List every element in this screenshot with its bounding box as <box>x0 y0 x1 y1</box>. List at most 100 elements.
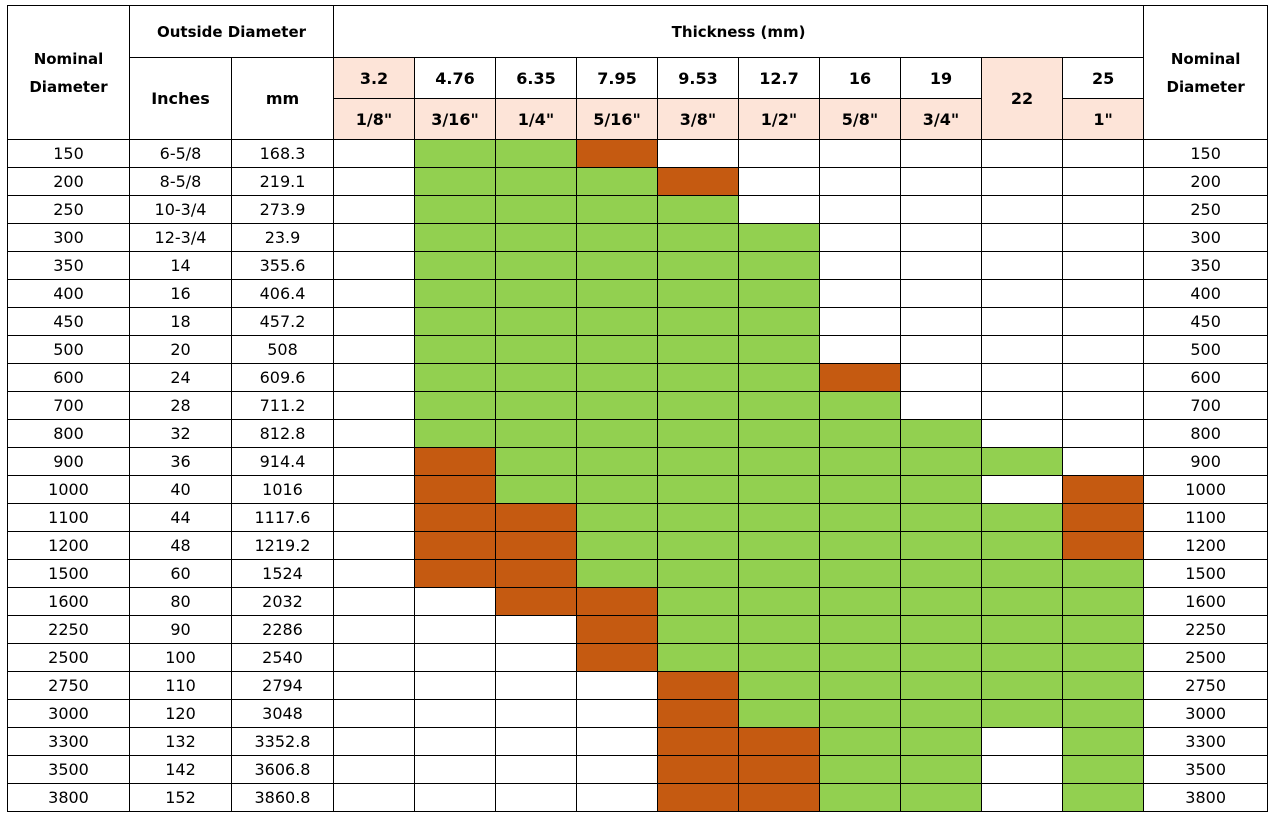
thickness-availability-cell <box>819 671 901 700</box>
thickness-availability-cell <box>414 755 496 784</box>
outside-diameter-mm-cell: 3048 <box>231 699 334 728</box>
thickness-availability-cell <box>495 363 577 392</box>
nominal-diameter-cell-right: 350 <box>1143 251 1269 280</box>
thickness-availability-cell <box>495 139 577 168</box>
thickness-availability-cell <box>576 671 658 700</box>
thickness-availability-cell <box>657 587 739 616</box>
thickness-availability-cell <box>414 559 496 588</box>
thickness-mm-9.53: 9.53 <box>657 57 739 99</box>
table-row: 350 14 355.6 350 <box>7 251 1269 280</box>
table-row: 3000 120 3048 3000 <box>7 699 1269 728</box>
thickness-availability-cell <box>333 363 415 392</box>
nominal-diameter-cell: 2750 <box>7 671 130 700</box>
nominal-diameter-cell: 250 <box>7 195 130 224</box>
outside-diameter-inches-cell: 12-3/4 <box>129 223 232 252</box>
thickness-availability-cell <box>1061 251 1145 280</box>
outside-diameter-mm-cell: 2032 <box>231 587 334 616</box>
nominal-diameter-cell-right: 1600 <box>1143 587 1269 616</box>
thickness-availability-cell <box>819 391 901 420</box>
thickness-availability-cell <box>576 559 658 588</box>
thickness-availability-cell <box>333 615 415 644</box>
thickness-availability-cell <box>495 503 577 532</box>
nominal-diameter-cell-right: 900 <box>1143 447 1269 476</box>
thickness-availability-cell <box>819 643 901 672</box>
thickness-availability-cell <box>333 671 415 700</box>
thickness-availability-cell <box>900 671 982 700</box>
thickness-availability-cell <box>576 419 658 448</box>
thickness-availability-cell <box>657 195 739 224</box>
thickness-availability-cell <box>333 531 415 560</box>
thickness-availability-cell <box>333 335 415 364</box>
thickness-availability-cell <box>900 195 982 224</box>
nominal-diameter-cell: 700 <box>7 391 130 420</box>
thickness-availability-cell <box>1061 587 1145 616</box>
outside-diameter-inches-cell: 120 <box>129 699 232 728</box>
table-row: 3500 142 3606.8 3500 <box>7 755 1269 784</box>
thickness-availability-cell <box>657 167 739 196</box>
thickness-availability-cell <box>900 783 982 812</box>
outside-diameter-inches-cell: 44 <box>129 503 232 532</box>
thickness-availability-cell <box>576 783 658 812</box>
thickness-availability-cell <box>414 531 496 560</box>
thickness-in-3-8: 3/8" <box>657 98 739 140</box>
thickness-availability-cell <box>738 251 820 280</box>
thickness-availability-cell <box>576 251 658 280</box>
table-row: 200 8-5/8 219.1 200 <box>7 167 1269 196</box>
outside-diameter-inches-cell: 28 <box>129 391 232 420</box>
thickness-availability-cell <box>900 727 982 756</box>
outside-diameter-mm-cell: 3860.8 <box>231 783 334 812</box>
nominal-diameter-cell-right: 700 <box>1143 391 1269 420</box>
thickness-availability-cell <box>576 363 658 392</box>
thickness-availability-cell <box>576 475 658 504</box>
table-row: 250 10-3/4 273.9 250 <box>7 195 1269 224</box>
nominal-diameter-cell: 500 <box>7 335 130 364</box>
thickness-availability-cell <box>981 223 1063 252</box>
outside-diameter-inches-cell: 80 <box>129 587 232 616</box>
thickness-availability-cell <box>576 755 658 784</box>
table-row: 2750 110 2794 2750 <box>7 671 1269 700</box>
nominal-diameter-cell-right: 500 <box>1143 335 1269 364</box>
thickness-availability-cell <box>819 419 901 448</box>
outside-diameter-mm-cell: 711.2 <box>231 391 334 420</box>
nominal-diameter-cell: 3500 <box>7 755 130 784</box>
thickness-in-5-16: 5/16" <box>576 98 658 140</box>
table-row: 500 20 508 500 <box>7 335 1269 364</box>
thickness-availability-cell <box>576 223 658 252</box>
thickness-availability-cell <box>981 363 1063 392</box>
nominal-diameter-cell: 350 <box>7 251 130 280</box>
thickness-mm-16: 16 <box>819 57 901 99</box>
thickness-availability-cell <box>819 587 901 616</box>
table-row: 300 12-3/4 23.9 300 <box>7 223 1269 252</box>
thickness-in-5-8: 5/8" <box>819 98 901 140</box>
thickness-availability-cell <box>900 419 982 448</box>
thickness-availability-cell <box>819 251 901 280</box>
thickness-availability-cell <box>819 167 901 196</box>
thickness-availability-cell <box>414 643 496 672</box>
outside-diameter-header: Outside Diameter <box>129 5 334 58</box>
thickness-availability-cell <box>333 195 415 224</box>
thickness-availability-cell <box>333 475 415 504</box>
nominal-diameter-cell: 200 <box>7 167 130 196</box>
thickness-availability-cell <box>738 335 820 364</box>
thickness-availability-cell <box>819 531 901 560</box>
outside-diameter-mm-cell: 219.1 <box>231 167 334 196</box>
nominal-diameter-cell-right: 450 <box>1143 307 1269 336</box>
outside-diameter-mm-cell: 914.4 <box>231 447 334 476</box>
table-row: 1100 44 1117.6 1100 <box>7 503 1269 532</box>
thickness-mm-19: 19 <box>900 57 982 99</box>
thickness-availability-cell <box>657 615 739 644</box>
thickness-availability-cell <box>495 251 577 280</box>
thickness-availability-cell <box>495 195 577 224</box>
thickness-availability-cell <box>981 643 1063 672</box>
nominal-diameter-cell-right: 150 <box>1143 139 1269 168</box>
table-row: 900 36 914.4 900 <box>7 447 1269 476</box>
outside-diameter-inches-cell: 20 <box>129 335 232 364</box>
outside-diameter-inches-cell: 142 <box>129 755 232 784</box>
thickness-availability-cell <box>900 363 982 392</box>
nominal-diameter-cell-right: 800 <box>1143 419 1269 448</box>
table-row: 150 6-5/8 168.3 150 <box>7 139 1269 168</box>
thickness-availability-cell <box>333 307 415 336</box>
outside-diameter-inches-cell: 18 <box>129 307 232 336</box>
thickness-availability-cell <box>414 251 496 280</box>
thickness-availability-cell <box>576 531 658 560</box>
